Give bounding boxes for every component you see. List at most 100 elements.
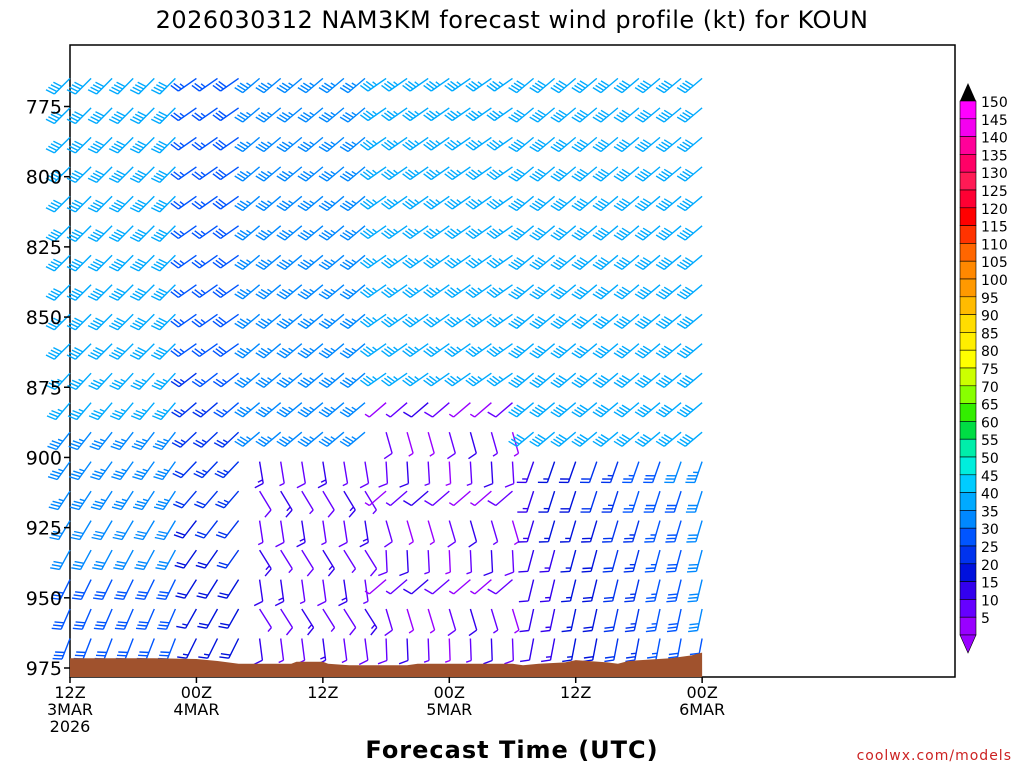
wind-barb	[613, 372, 640, 388]
wind-barb-line	[135, 579, 155, 600]
wind-barb-line	[297, 166, 324, 182]
wind-barb-line	[108, 195, 134, 213]
wind-barb	[109, 402, 134, 421]
colorbar-swatch	[959, 545, 977, 565]
wind-barb	[592, 431, 619, 447]
wind-barb	[66, 343, 92, 360]
wind-barb-line	[427, 608, 436, 634]
wind-barb	[297, 107, 324, 123]
wind-barb-line	[402, 254, 429, 269]
wind-barb	[381, 77, 408, 92]
wind-barb-line	[191, 225, 218, 239]
wind-barb	[468, 608, 478, 637]
wind-barb-line	[613, 254, 640, 270]
wind-barb	[444, 166, 471, 181]
wind-barb-line	[339, 372, 366, 388]
wind-barb	[297, 195, 324, 212]
wind-barb	[321, 520, 327, 546]
wind-barb	[558, 461, 577, 484]
wind-barb	[46, 402, 71, 421]
wind-barb	[655, 166, 682, 182]
wind-barb	[676, 166, 703, 182]
wind-barb	[571, 225, 598, 241]
wind-barb-line	[685, 461, 703, 484]
speed-colorbar: 1501451401351301251201151101051009590858…	[959, 83, 1008, 654]
wind-barb-line	[109, 402, 134, 421]
wind-barb	[297, 372, 324, 388]
wind-barb	[318, 195, 345, 212]
wind-barb	[504, 638, 514, 665]
wind-barb	[562, 638, 577, 663]
wind-barb	[550, 284, 577, 300]
wind-barb-line	[381, 77, 408, 92]
wind-barb	[579, 461, 598, 484]
wind-barb	[297, 343, 324, 359]
wind-barb	[108, 254, 134, 272]
wind-barb-line	[634, 284, 661, 300]
wind-barb	[191, 77, 218, 92]
wind-barb-line	[87, 284, 113, 301]
wind-barb-line	[580, 490, 598, 513]
wind-barb-line	[504, 550, 515, 577]
wind-barb	[465, 638, 472, 663]
wind-barb-line	[423, 638, 430, 663]
wind-barb	[470, 579, 492, 595]
wind-barb-line	[109, 372, 134, 391]
wind-barb	[381, 195, 408, 210]
wind-barb-line	[399, 461, 410, 488]
wind-barb-line	[132, 490, 155, 511]
wind-barb	[508, 313, 535, 329]
wind-barb	[529, 284, 556, 300]
wind-barb-line	[486, 372, 513, 387]
wind-barb	[108, 107, 134, 125]
wind-barb	[234, 372, 261, 388]
wind-barb-line	[571, 166, 598, 182]
wind-barb-line	[529, 284, 556, 300]
wind-barb	[322, 490, 335, 518]
colorbar-swatch	[959, 367, 977, 387]
wind-barb	[154, 520, 177, 541]
wind-barb	[255, 284, 282, 300]
wind-barb	[68, 461, 92, 481]
wind-barb-line	[571, 372, 598, 388]
wind-barb	[559, 490, 577, 513]
wind-barb	[70, 520, 92, 541]
wind-barb	[339, 107, 366, 123]
wind-barb	[571, 107, 598, 123]
wind-barb-line	[135, 608, 155, 630]
wind-barb-line	[219, 638, 240, 659]
wind-barb	[93, 579, 113, 600]
wind-barb-line	[558, 461, 577, 484]
wind-barb	[424, 550, 430, 575]
wind-barb-line	[444, 195, 471, 210]
wind-barb-line	[406, 432, 414, 457]
wind-barb-line	[255, 402, 282, 418]
colorbar-swatch	[959, 243, 977, 262]
wind-barb-line	[153, 461, 176, 481]
colorbar-label: 5	[981, 611, 990, 627]
wind-barb-line	[317, 579, 327, 607]
wind-barb-line	[469, 402, 492, 418]
wind-barb	[296, 520, 306, 548]
wind-barb	[212, 372, 240, 388]
wind-barb-line	[655, 284, 682, 300]
wind-barb	[448, 490, 471, 507]
wind-barb	[193, 461, 219, 479]
wind-barb-line	[592, 313, 619, 329]
wind-barb	[465, 254, 492, 269]
wind-barb-line	[664, 461, 682, 484]
wind-barb	[276, 313, 303, 329]
colorbar-swatch	[959, 136, 977, 155]
wind-barb	[423, 638, 430, 663]
wind-barb	[448, 579, 471, 595]
wind-barb-line	[276, 313, 303, 329]
wind-barb	[255, 107, 282, 123]
wind-barb	[276, 254, 303, 270]
wind-barb	[423, 225, 450, 239]
wind-barb-line	[150, 107, 176, 125]
wind-barb	[318, 372, 345, 388]
wind-barb-line	[255, 136, 282, 153]
wind-barb-line	[613, 313, 640, 329]
wind-barb-line	[359, 284, 387, 298]
wind-barb-line	[359, 313, 387, 328]
